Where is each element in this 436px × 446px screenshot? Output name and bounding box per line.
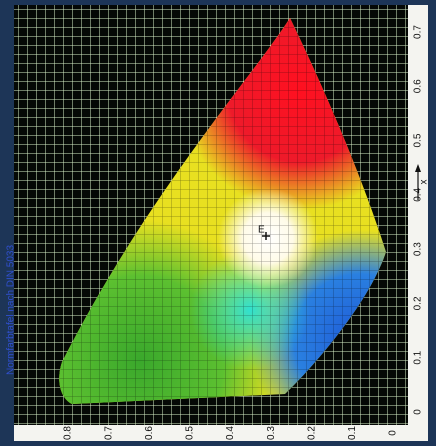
x-scale-strip	[408, 5, 428, 425]
x-tick-label: 0	[413, 409, 424, 415]
x-tick-label: 0.7	[413, 25, 424, 39]
y-tick-label: 0	[388, 430, 399, 436]
y-tick-label: 0.7	[103, 426, 114, 440]
x-tick-label: 0.5	[413, 133, 424, 147]
side-label: Normfarbtafel nach DIN 5033	[6, 245, 17, 376]
y-tick-label: 0.2	[306, 426, 317, 440]
x-tick-label: 0.1	[413, 350, 424, 364]
y-tick-label: 0.6	[144, 426, 155, 440]
y-tick-label: 0.4	[225, 426, 236, 440]
x-tick-label: 0.2	[413, 296, 424, 310]
white-point-label: E	[258, 225, 265, 236]
x-axis-label: x	[419, 180, 430, 185]
white-point-marker	[262, 232, 270, 240]
x-tick-label: 0.6	[413, 79, 424, 93]
y-scale-strip	[14, 425, 428, 441]
x-tick-label: 0.3	[413, 242, 424, 256]
y-tick-label: 0.5	[185, 426, 196, 440]
y-tick-label: 0.3	[266, 426, 277, 440]
x-arrowhead	[415, 164, 421, 172]
y-tick-label: 0.1	[347, 426, 358, 440]
y-tick-label: 0.8	[63, 426, 74, 440]
x-tick-label: 0.4	[413, 187, 424, 201]
